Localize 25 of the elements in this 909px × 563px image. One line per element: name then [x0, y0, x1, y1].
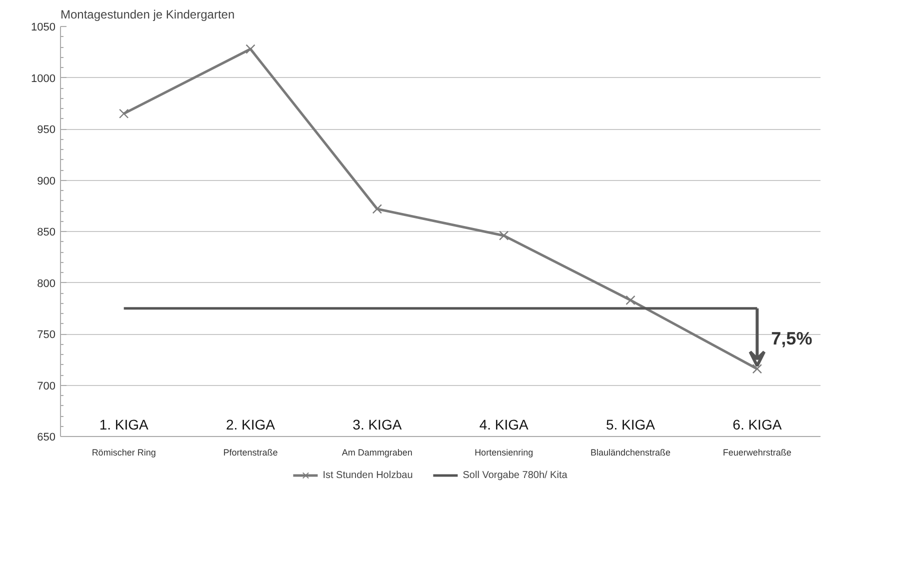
annotation: 3. KIGA [352, 416, 402, 432]
legend-label: Ist Stunden Holzbau [322, 470, 413, 480]
y-tick-label: 700 [37, 380, 56, 392]
annotation: 4. KIGA [479, 416, 530, 432]
x-tick-label: Feuerwehrstraße [722, 448, 792, 458]
legend-label: Soll Vorgabe 780h/ Kita [462, 470, 568, 480]
annotation: 7,5% [771, 328, 812, 349]
y-tick-label: 800 [37, 278, 56, 290]
y-tick-label: 950 [37, 124, 56, 136]
y-tick-label: 900 [37, 175, 56, 188]
y-tick-label: 750 [37, 329, 56, 341]
y-tick-label: 650 [37, 432, 56, 444]
x-tick-label: Pfortenstraße [223, 448, 278, 458]
chart-title: Montagestunden je Kindergarten [60, 8, 235, 22]
y-tick-label: 850 [37, 226, 56, 238]
x-tick-label: Blauländchenstraße [590, 448, 671, 458]
annotation: 5. KIGA [606, 416, 656, 432]
y-tick-label: 1000 [31, 72, 56, 85]
annotation: 1. KIGA [99, 416, 150, 432]
x-tick-label: Am Dammgraben [342, 448, 412, 458]
x-tick-label: Hortensienring [474, 448, 534, 458]
annotation: 2. KIGA [226, 416, 276, 432]
annotation: 6. KIGA [732, 416, 782, 432]
y-tick-label: 1050 [31, 22, 56, 34]
x-tick-label: Römischer Ring [92, 448, 156, 458]
